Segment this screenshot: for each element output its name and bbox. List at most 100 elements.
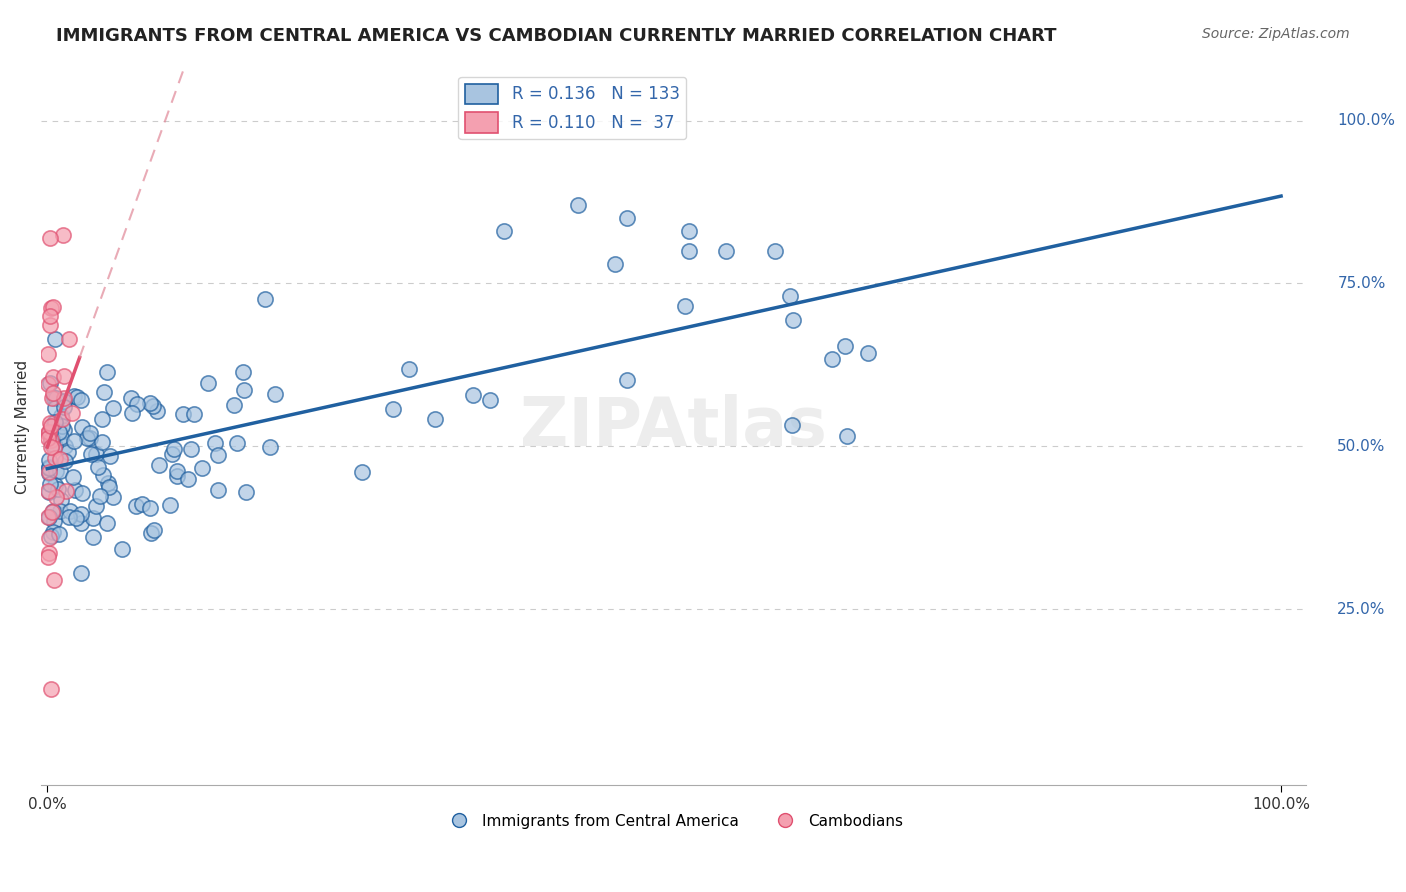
Point [58, 332, 80, 346]
Point [678, 224, 700, 238]
Point [79, 431, 101, 445]
Point [492, 224, 515, 238]
Point [63, 434, 86, 448]
Point [163, 442, 186, 457]
Point [38, 485, 60, 500]
Point [39, 433, 62, 447]
Point [142, 524, 165, 538]
Point [44, 401, 66, 415]
Point [63, 483, 86, 498]
Point [226, 436, 249, 450]
Point [39, 425, 62, 439]
Point [53, 423, 76, 437]
Point [51, 419, 73, 434]
Point [52, 392, 75, 406]
Point [96, 365, 118, 379]
Point [42, 524, 65, 539]
Point [79, 426, 101, 441]
Point [42, 504, 65, 518]
Point [39, 440, 62, 454]
Point [38, 453, 60, 467]
Point [41, 505, 63, 519]
Point [38, 231, 60, 245]
Point [38, 425, 60, 439]
Point [45, 464, 67, 478]
Point [44, 332, 66, 346]
Point [70, 486, 93, 500]
Point [65, 390, 87, 404]
Point [125, 499, 148, 513]
Point [125, 397, 148, 411]
Point [59, 504, 82, 518]
Point [62, 470, 84, 484]
Point [38, 459, 60, 474]
Point [779, 289, 801, 303]
Point [146, 404, 169, 418]
Point [714, 244, 737, 258]
Point [55, 483, 77, 498]
Point [41, 300, 63, 314]
Point [52, 369, 75, 384]
Point [44, 415, 66, 429]
Point [48, 527, 70, 541]
Point [41, 391, 63, 405]
Point [53, 439, 76, 453]
Point [263, 387, 285, 401]
Point [138, 500, 160, 515]
Point [678, 244, 700, 258]
Text: 25.0%: 25.0% [1337, 602, 1386, 616]
Point [350, 465, 373, 479]
Point [38, 545, 60, 559]
Point [49, 504, 72, 518]
Point [101, 401, 124, 416]
Text: ZIPAtlas: ZIPAtlas [520, 393, 827, 459]
Point [82, 510, 104, 524]
Point [98, 449, 121, 463]
Point [207, 448, 229, 462]
Point [91, 435, 114, 450]
Point [763, 244, 786, 258]
Point [567, 198, 589, 212]
Point [616, 211, 638, 226]
Point [166, 464, 188, 478]
Point [259, 440, 281, 454]
Point [37, 346, 59, 360]
Text: IMMIGRANTS FROM CENTRAL AMERICA VS CAMBODIAN CURRENTLY MARRIED CORRELATION CHART: IMMIGRANTS FROM CENTRAL AMERICA VS CAMBO… [56, 27, 1057, 45]
Point [45, 490, 67, 504]
Point [479, 393, 502, 408]
Point [49, 430, 72, 444]
Point [70, 392, 93, 407]
Text: Source: ZipAtlas.com: Source: ZipAtlas.com [1202, 27, 1350, 41]
Text: 100.0%: 100.0% [1337, 113, 1395, 128]
Point [44, 391, 66, 405]
Point [72, 420, 94, 434]
Point [673, 299, 696, 313]
Point [48, 452, 70, 467]
Point [834, 339, 856, 353]
Point [37, 483, 59, 498]
Point [423, 412, 446, 426]
Point [254, 292, 277, 306]
Point [103, 490, 125, 504]
Point [782, 313, 804, 327]
Point [41, 436, 63, 450]
Point [232, 365, 254, 379]
Point [39, 477, 62, 491]
Point [42, 514, 65, 528]
Point [93, 385, 115, 400]
Point [44, 450, 66, 465]
Point [58, 510, 80, 524]
Point [42, 369, 65, 384]
Point [60, 406, 83, 420]
Point [39, 318, 62, 333]
Point [37, 549, 59, 564]
Point [49, 409, 72, 423]
Point [232, 383, 254, 397]
Point [70, 516, 93, 531]
Point [80, 447, 103, 461]
Point [69, 507, 91, 521]
Point [172, 407, 194, 421]
Point [159, 498, 181, 512]
Point [38, 466, 60, 480]
Point [222, 398, 245, 412]
